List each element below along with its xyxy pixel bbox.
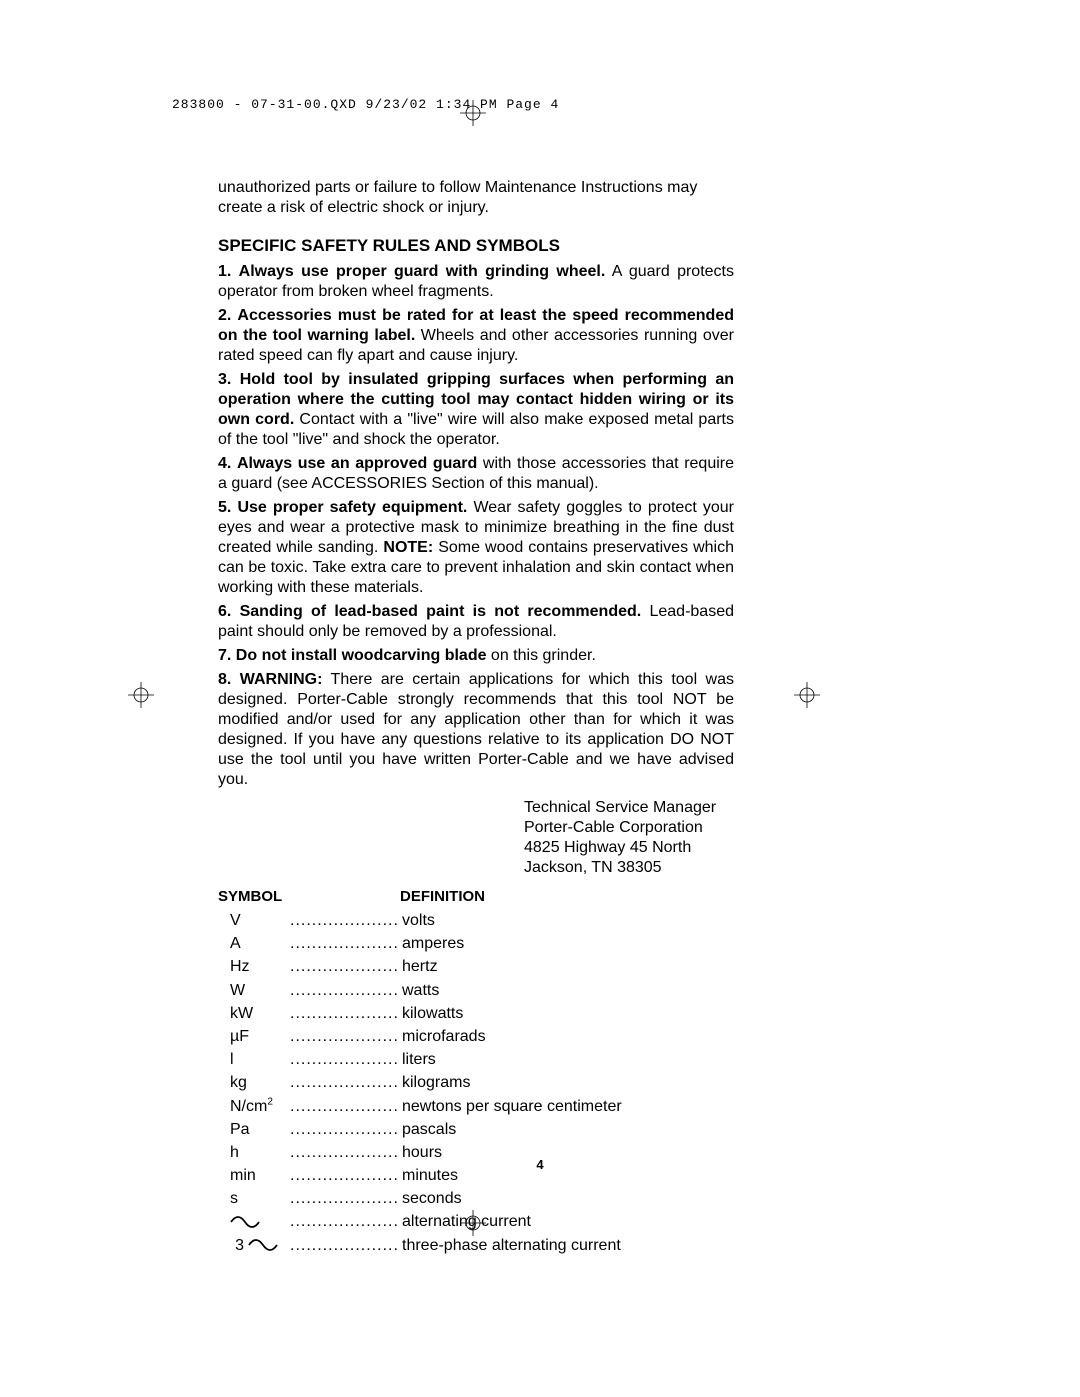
leader-dots: ......................... xyxy=(290,1187,398,1210)
crop-mark-right xyxy=(794,682,820,708)
symbol-row: µF.........................microfarads xyxy=(230,1025,734,1048)
rule-item: 7. Do not install woodcarving blade on t… xyxy=(218,646,734,666)
rule-item: 4. Always use an approved guard with tho… xyxy=(218,454,734,494)
symbol-definition: kilowatts xyxy=(398,1002,463,1025)
leader-dots: ......................... xyxy=(290,1048,398,1071)
leader-dots: ......................... xyxy=(290,955,398,978)
rule-item: 3. Hold tool by insulated gripping surfa… xyxy=(218,370,734,450)
leader-dots: ......................... xyxy=(290,932,398,955)
symbol-row: A.........................amperes xyxy=(230,932,734,955)
symbol-glyph: 3 xyxy=(230,1234,290,1257)
leader-dots: ......................... xyxy=(290,979,398,1002)
rules-list: 1. Always use proper guard with grinding… xyxy=(218,262,734,790)
header-slug: 283800 - 07-31-00.QXD 9/23/02 1:34 PM Pa… xyxy=(172,97,559,112)
symbol-row: W.........................watts xyxy=(230,979,734,1002)
symbol-definition: kilograms xyxy=(398,1071,470,1094)
symbol-glyph: kg xyxy=(230,1071,290,1094)
address-line: Technical Service Manager xyxy=(524,798,734,818)
symbol-glyph xyxy=(230,1210,290,1233)
rule-item: 5. Use proper safety equipment. Wear saf… xyxy=(218,498,734,598)
leader-dots: ......................... xyxy=(290,1095,398,1118)
symbol-glyph: Pa xyxy=(230,1118,290,1141)
symbol-definition: seconds xyxy=(398,1187,462,1210)
symbol-row: 3 .........................three-phase a… xyxy=(230,1234,734,1257)
address-line: Porter-Cable Corporation xyxy=(524,818,734,838)
symbol-definition: volts xyxy=(398,909,435,932)
symbol-row: N/cm2.........................newtons pe… xyxy=(230,1095,734,1118)
intro-paragraph: unauthorized parts or failure to follow … xyxy=(218,178,734,218)
rule-item: 8. WARNING: There are certain applicatio… xyxy=(218,670,734,790)
symbol-definition: newtons per square centimeter xyxy=(398,1095,622,1118)
symbol-row: kg.........................kilograms xyxy=(230,1071,734,1094)
page-number: 4 xyxy=(0,1157,1080,1172)
page-content: unauthorized parts or failure to follow … xyxy=(218,178,734,1257)
symbol-definition: alternating current xyxy=(398,1210,531,1233)
crop-mark-left xyxy=(128,682,154,708)
symbol-glyph: kW xyxy=(230,1002,290,1025)
symbol-glyph: Hz xyxy=(230,955,290,978)
symbol-table-header: SYMBOL DEFINITION xyxy=(218,888,734,905)
symbol-row: s.........................seconds xyxy=(230,1187,734,1210)
symbol-definition: hertz xyxy=(398,955,438,978)
col-header-definition: DEFINITION xyxy=(400,888,485,905)
col-header-symbol: SYMBOL xyxy=(218,888,400,905)
rule-item: 1. Always use proper guard with grinding… xyxy=(218,262,734,302)
symbol-row: l.........................liters xyxy=(230,1048,734,1071)
leader-dots: ......................... xyxy=(290,1071,398,1094)
symbol-definition: watts xyxy=(398,979,439,1002)
leader-dots: ......................... xyxy=(290,1234,398,1257)
symbol-glyph: s xyxy=(230,1187,290,1210)
leader-dots: ......................... xyxy=(290,1210,398,1233)
leader-dots: ......................... xyxy=(290,1002,398,1025)
symbol-glyph: W xyxy=(230,979,290,1002)
section-heading: SPECIFIC SAFETY RULES AND SYMBOLS xyxy=(218,236,734,256)
address-line: Jackson, TN 38305 xyxy=(524,858,734,878)
leader-dots: ......................... xyxy=(290,1025,398,1048)
symbol-definition: microfarads xyxy=(398,1025,486,1048)
leader-dots: ......................... xyxy=(290,1118,398,1141)
address-line: 4825 Highway 45 North xyxy=(524,838,734,858)
symbol-glyph: A xyxy=(230,932,290,955)
rule-item: 6. Sanding of lead-based paint is not re… xyxy=(218,602,734,642)
symbol-row: Hz.........................hertz xyxy=(230,955,734,978)
symbol-row: .........................alternating cur… xyxy=(230,1210,734,1233)
symbol-glyph: µF xyxy=(230,1025,290,1048)
address-block: Technical Service ManagerPorter-Cable Co… xyxy=(524,798,734,878)
symbol-row: V.........................volts xyxy=(230,909,734,932)
symbol-glyph: N/cm2 xyxy=(230,1095,290,1118)
symbol-definition: amperes xyxy=(398,932,464,955)
symbol-glyph: V xyxy=(230,909,290,932)
crop-mark-top xyxy=(460,100,486,126)
rule-item: 2. Accessories must be rated for at leas… xyxy=(218,306,734,366)
symbol-definition: three-phase alternating current xyxy=(398,1234,621,1257)
symbol-glyph: l xyxy=(230,1048,290,1071)
symbol-definition: liters xyxy=(398,1048,436,1071)
leader-dots: ......................... xyxy=(290,909,398,932)
symbol-row: Pa.........................pascals xyxy=(230,1118,734,1141)
symbol-table: V.........................voltsA........… xyxy=(218,909,734,1257)
symbol-definition: pascals xyxy=(398,1118,456,1141)
symbol-row: kW.........................kilowatts xyxy=(230,1002,734,1025)
